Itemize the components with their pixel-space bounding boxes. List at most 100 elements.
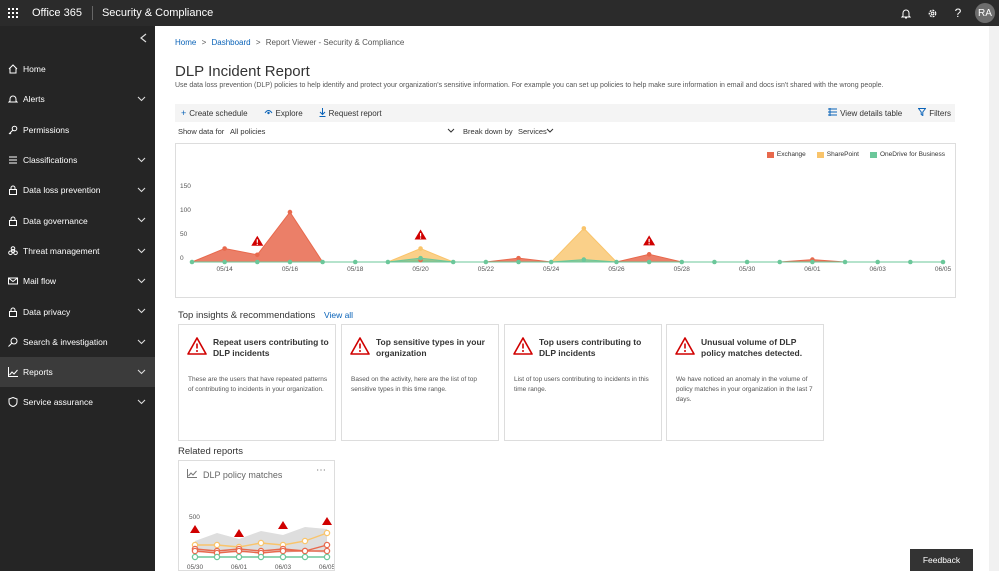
mini-data-point: [279, 553, 287, 561]
alert-marker-icon[interactable]: [643, 235, 656, 246]
app-name[interactable]: Office 365: [32, 6, 93, 20]
data-point[interactable]: [385, 259, 391, 265]
app-title[interactable]: Security & Compliance: [101, 7, 214, 19]
show-data-dropdown[interactable]: All policies: [230, 127, 266, 136]
data-point[interactable]: [516, 259, 521, 265]
data-point[interactable]: [222, 246, 227, 251]
explore-button[interactable]: Explore: [264, 108, 303, 118]
sidebar-item-search-investigation[interactable]: Search & investigation: [0, 327, 155, 357]
breadcrumb-home[interactable]: Home: [175, 38, 197, 47]
data-point[interactable]: [908, 259, 913, 265]
chevron-down-icon[interactable]: [137, 367, 146, 377]
data-point[interactable]: [712, 259, 717, 265]
data-point[interactable]: [418, 255, 423, 261]
sidebar-item-reports[interactable]: Reports: [0, 356, 155, 388]
legend-item-onedrive[interactable]: OneDrive for Business: [869, 151, 945, 158]
chevron-down-icon[interactable]: [137, 215, 146, 225]
alert-marker-icon[interactable]: [251, 235, 264, 246]
data-point[interactable]: [287, 209, 293, 215]
breakdown-chevron-icon[interactable]: [546, 127, 554, 136]
mini-data-point: [257, 553, 265, 561]
warning-icon: [513, 337, 533, 358]
data-point[interactable]: [614, 259, 619, 265]
chevron-down-icon[interactable]: [137, 306, 146, 316]
view-all-link[interactable]: View all: [323, 310, 354, 320]
app-launcher-icon[interactable]: [2, 0, 24, 26]
sidebar-item-threat-management[interactable]: Threat management: [0, 236, 155, 266]
data-point[interactable]: [255, 259, 260, 265]
insight-card[interactable]: Repeat users contributing to DLP inciden…: [178, 324, 336, 441]
data-point[interactable]: [810, 259, 815, 265]
related-report-title: DLP policy matches: [203, 469, 283, 480]
more-options-icon[interactable]: ⋯: [316, 465, 326, 476]
feedback-button[interactable]: Feedback: [910, 549, 973, 571]
sidebar-item-service-assurance[interactable]: Service assurance: [0, 387, 155, 417]
data-point[interactable]: [255, 252, 260, 258]
data-point[interactable]: [222, 259, 227, 265]
data-point[interactable]: [189, 259, 195, 265]
chevron-down-icon[interactable]: [137, 185, 146, 195]
breadcrumb-dashboard[interactable]: Dashboard: [211, 38, 251, 47]
chevron-down-icon[interactable]: [137, 337, 146, 347]
legend-item-exchange[interactable]: Exchange: [766, 151, 806, 158]
avatar[interactable]: RA: [975, 3, 995, 23]
bell-icon[interactable]: [893, 0, 919, 26]
data-point[interactable]: [646, 259, 652, 265]
chevron-down-icon[interactable]: [137, 94, 146, 104]
alert-marker-icon[interactable]: [414, 229, 427, 240]
data-point[interactable]: [581, 257, 587, 262]
sidebar-item-permissions[interactable]: Permissions: [0, 115, 155, 145]
chevron-down-icon[interactable]: [137, 246, 146, 256]
data-point[interactable]: [418, 246, 423, 251]
filters-button[interactable]: Filters: [917, 108, 951, 118]
data-point[interactable]: [646, 252, 652, 257]
data-point[interactable]: [777, 259, 783, 265]
page-scrollbar[interactable]: [989, 26, 999, 571]
help-icon[interactable]: ?: [954, 6, 962, 20]
sidebar-item-data-governance[interactable]: Data governance: [0, 205, 155, 235]
sidebar-item-data-loss-prevention[interactable]: Data loss prevention: [0, 175, 155, 205]
chevron-down-icon[interactable]: [137, 155, 146, 165]
legend-item-sharepoint[interactable]: SharePoint: [816, 151, 859, 158]
chevron-down-icon[interactable]: [137, 276, 146, 286]
insight-card-title: Top sensitive types in your organization: [376, 337, 485, 358]
data-point[interactable]: [581, 226, 587, 231]
sidebar-item-classifications[interactable]: Classifications: [0, 145, 155, 175]
show-data-chevron-icon[interactable]: [447, 127, 455, 136]
shield-icon: [7, 396, 19, 408]
gear-icon[interactable]: [919, 0, 945, 26]
breadcrumb-separator: >: [255, 38, 261, 47]
data-point[interactable]: [940, 259, 946, 265]
data-point[interactable]: [842, 259, 848, 265]
legend-swatch-onedrive: [869, 151, 877, 158]
create-schedule-button[interactable]: + Create schedule: [181, 108, 248, 118]
insight-card[interactable]: Unusual volume of DLP policy matches det…: [666, 324, 824, 441]
data-point[interactable]: [516, 255, 521, 261]
data-point[interactable]: [483, 259, 489, 265]
data-point[interactable]: [548, 259, 554, 265]
mini-data-point: [301, 547, 309, 555]
data-point[interactable]: [679, 259, 685, 265]
data-point[interactable]: [320, 259, 325, 265]
data-point[interactable]: [744, 259, 750, 265]
sidebar-item-home[interactable]: Home: [0, 54, 155, 84]
sidebar-item-alerts[interactable]: Alerts: [0, 84, 155, 114]
mini-data-point: [301, 553, 309, 561]
collapse-nav-icon[interactable]: [140, 32, 147, 46]
data-point[interactable]: [287, 259, 293, 265]
insight-card[interactable]: Top sensitive types in your organization…: [341, 324, 499, 441]
insights-heading: Top insights & recommendations View all: [178, 310, 353, 321]
data-point[interactable]: [450, 259, 456, 265]
insight-card-body: We have noticed an anomaly in the volume…: [676, 376, 813, 403]
data-point[interactable]: [875, 259, 880, 265]
sidebar-item-label: Reports: [23, 367, 53, 378]
related-report-card[interactable]: DLP policy matches ⋯ 500 05/30 06/01 06/03 0…: [178, 460, 335, 571]
sidebar-item-mail-flow[interactable]: Mail flow: [0, 266, 155, 296]
breakdown-dropdown[interactable]: Services: [518, 127, 547, 136]
chevron-down-icon[interactable]: [137, 397, 146, 407]
request-report-button[interactable]: Request report: [319, 107, 382, 119]
view-details-table-button[interactable]: View details table: [828, 108, 902, 118]
insight-card[interactable]: Top users contributing to DLP incidents L…: [504, 324, 662, 441]
data-point[interactable]: [352, 259, 358, 265]
sidebar-item-data-privacy[interactable]: Data privacy: [0, 296, 155, 326]
